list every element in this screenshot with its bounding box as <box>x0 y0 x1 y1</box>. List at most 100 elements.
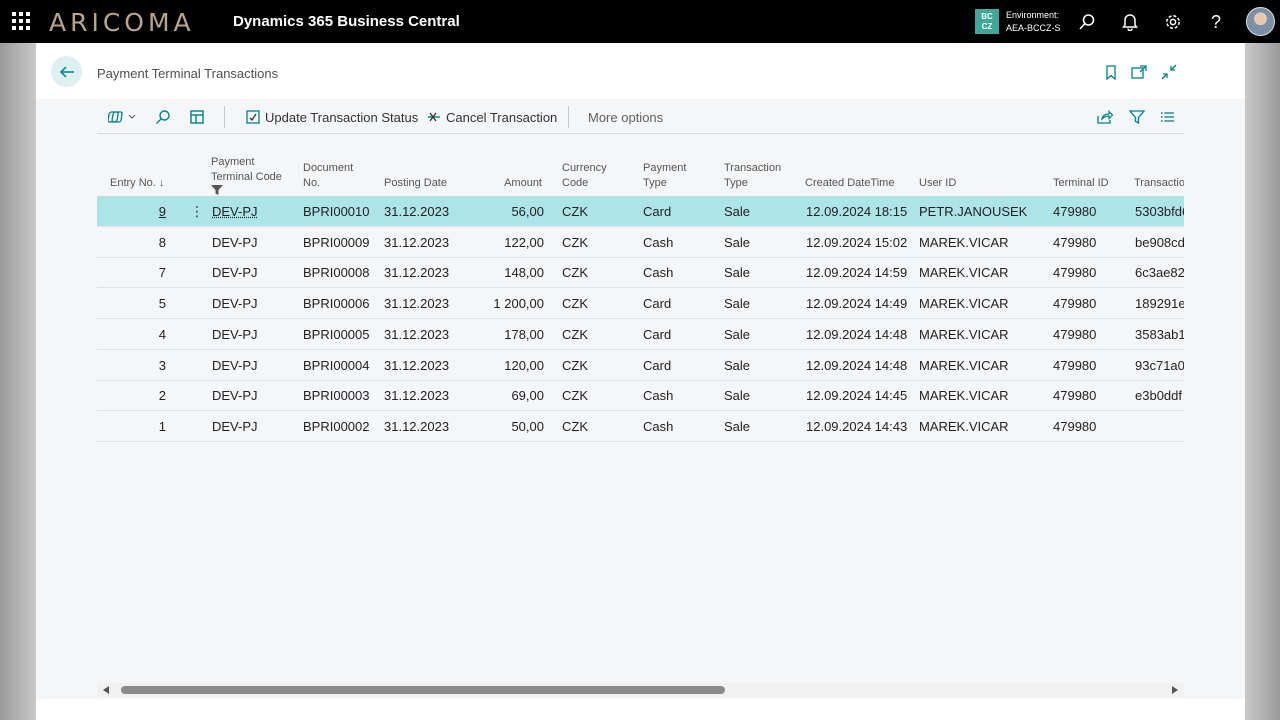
cancel-transaction-button[interactable]: Cancel Transaction <box>427 108 557 126</box>
back-button[interactable] <box>51 56 82 87</box>
cell-terminal-id: 479980 <box>1053 357 1097 373</box>
edit-list-button[interactable] <box>189 108 205 126</box>
column-header-user-id[interactable]: User ID <box>919 177 957 189</box>
cell-terminal-id: 479980 <box>1053 234 1097 250</box>
cell-amount: 1 200,00 <box>493 296 544 312</box>
cell-created-datetime: 12.09.2024 18:15 <box>806 204 908 219</box>
cell-payment-type: Card <box>643 357 672 373</box>
app-bar: ARICOMA Dynamics 365 Business Central BC… <box>0 0 1280 43</box>
cell-terminal-code[interactable]: DEV-PJ <box>212 418 258 434</box>
filter-icon[interactable] <box>1129 108 1145 126</box>
collapse-icon[interactable] <box>1160 63 1178 81</box>
backdrop-right <box>1245 43 1280 720</box>
update-status-icon <box>246 110 260 124</box>
search-icon[interactable] <box>1077 12 1097 32</box>
table-row[interactable]: 3 DEV-PJ BPRI00004 31.12.2023 120,00 CZK Card S… <box>97 350 1184 381</box>
list-icon[interactable] <box>1160 108 1175 126</box>
gear-icon[interactable] <box>1163 12 1183 32</box>
table-row[interactable]: 1 DEV-PJ BPRI00002 31.12.2023 50,00 CZK Cash Sa… <box>97 411 1184 442</box>
share-icon[interactable] <box>1097 108 1113 126</box>
cell-created-datetime: 12.09.2024 14:43 <box>806 418 908 434</box>
cell-currency-code: CZK <box>562 388 588 404</box>
cell-user-id: PETR.JANOUSEK <box>919 204 1028 219</box>
cell-terminal-id: 479980 <box>1053 326 1097 342</box>
cell-transaction-type: Sale <box>724 326 751 342</box>
column-header-posting-date[interactable]: Posting Date <box>384 177 447 189</box>
column-header-currency-code[interactable]: Currency Code <box>562 161 607 191</box>
cell-entry-no[interactable]: 2 <box>158 388 166 404</box>
transactions-table: Entry No. ↓ Payment Terminal Code Docume… <box>97 138 1184 688</box>
waffle-icon[interactable] <box>12 12 30 30</box>
cell-transaction-type: Sale <box>724 388 751 404</box>
bell-icon[interactable] <box>1120 12 1140 32</box>
cell-terminal-code[interactable]: DEV-PJ <box>212 388 258 404</box>
open-new-window-icon[interactable] <box>1130 63 1148 81</box>
horizontal-scrollbar[interactable] <box>97 683 1184 697</box>
product-name[interactable]: Dynamics 365 Business Central <box>233 13 460 30</box>
help-icon[interactable]: ? <box>1210 11 1221 32</box>
cell-terminal-id: 479980 <box>1053 388 1097 404</box>
cell-posting-date: 31.12.2023 <box>384 296 450 312</box>
cell-terminal-code[interactable]: DEV-PJ <box>212 326 258 342</box>
environment-name: AEA-BCCZ-S <box>1006 23 1061 33</box>
sort-descending-icon: ↓ <box>158 177 165 189</box>
column-header-amount[interactable]: Amount <box>504 177 542 189</box>
environment-info[interactable]: Environment: AEA-BCCZ-S <box>1006 9 1061 35</box>
column-header-payment-type-line-1: Payment <box>643 162 687 174</box>
cell-transaction-type: Sale <box>724 418 751 434</box>
cell-terminal-code[interactable]: DEV-PJ <box>212 265 258 281</box>
row-actions-icon[interactable]: ⋮ <box>190 203 204 219</box>
column-header-entry-no[interactable]: Entry No. ↓ <box>110 176 164 191</box>
scroll-left-icon[interactable] <box>103 686 109 694</box>
cell-entry-no[interactable]: 3 <box>158 357 166 373</box>
cell-currency-code: CZK <box>562 357 588 373</box>
table-row[interactable]: 5 DEV-PJ BPRI00006 31.12.2023 1 200,00 CZK Car… <box>97 288 1184 320</box>
cell-entry-no[interactable]: 4 <box>158 326 166 342</box>
cell-entry-no[interactable]: 5 <box>158 296 166 312</box>
cell-terminal-id: 479980 <box>1053 418 1097 434</box>
column-header-terminal-code[interactable]: Payment Terminal Code <box>211 155 282 198</box>
cell-payment-type: Cash <box>643 388 674 404</box>
bookmark-icon[interactable] <box>1102 63 1120 81</box>
environment-badge[interactable]: BC CZ <box>975 9 999 34</box>
table-row[interactable]: 2 DEV-PJ BPRI00003 31.12.2023 69,00 CZK Cash Sa… <box>97 380 1184 412</box>
cell-transaction-type: Sale <box>724 204 751 219</box>
more-options-button[interactable]: More options <box>588 109 664 125</box>
cell-transaction: be908cd <box>1135 234 1184 250</box>
table-row[interactable]: 9 DEV-PJ BPRI00010 31.12.2023 56,00 CZK Card Sa… <box>97 196 1184 227</box>
column-header-payment-type[interactable]: Payment Type <box>643 161 686 191</box>
cell-entry-no[interactable]: 9 <box>158 204 166 219</box>
cell-terminal-code[interactable]: DEV-PJ <box>212 204 258 219</box>
cancel-icon <box>428 112 440 122</box>
column-header-currency-code-line-1: Currency <box>562 162 607 174</box>
update-transaction-status-button[interactable]: Update Transaction Status <box>246 108 418 126</box>
environment-badge-line-1: BC <box>981 12 993 21</box>
cell-payment-type: Card <box>643 204 672 219</box>
table-row[interactable]: 7 DEV-PJ BPRI00008 31.12.2023 148,00 CZK Cash S… <box>97 257 1184 289</box>
scroll-right-icon[interactable] <box>1172 686 1178 694</box>
cell-entry-no[interactable]: 7 <box>158 265 166 281</box>
cell-terminal-code[interactable]: DEV-PJ <box>212 357 258 373</box>
edit-list-icon <box>190 110 204 124</box>
table-row[interactable]: 8 DEV-PJ BPRI00009 31.12.2023 122,00 CZK Cash S… <box>97 227 1184 258</box>
cell-entry-no[interactable]: 1 <box>158 418 166 434</box>
column-header-transaction-type[interactable]: Transaction Type <box>724 161 781 191</box>
cell-entry-no[interactable]: 8 <box>158 234 166 250</box>
column-header-created-datetime[interactable]: Created DateTime <box>805 177 895 189</box>
column-header-transaction[interactable]: Transaction <box>1134 177 1184 189</box>
search-list-button[interactable] <box>155 108 171 126</box>
avatar[interactable] <box>1246 7 1275 36</box>
arrow-left-icon <box>59 65 74 78</box>
cell-posting-date: 31.12.2023 <box>384 357 450 373</box>
scrollbar-thumb[interactable] <box>121 686 725 694</box>
views-dropdown-button[interactable] <box>108 108 138 126</box>
cell-terminal-code[interactable]: DEV-PJ <box>212 234 258 250</box>
table-row[interactable]: 4 DEV-PJ BPRI00005 31.12.2023 178,00 CZK Card S… <box>97 319 1184 350</box>
cell-transaction: 6c3ae82 <box>1135 265 1184 281</box>
column-header-document-no[interactable]: Document No. <box>303 161 353 191</box>
cell-terminal-code[interactable]: DEV-PJ <box>212 296 258 312</box>
column-header-terminal-id[interactable]: Terminal ID <box>1053 177 1109 189</box>
cell-amount: 69,00 <box>511 388 544 404</box>
table-header: Entry No. ↓ Payment Terminal Code Docume… <box>97 138 1184 196</box>
cell-document-no: BPRI00003 <box>303 388 370 404</box>
